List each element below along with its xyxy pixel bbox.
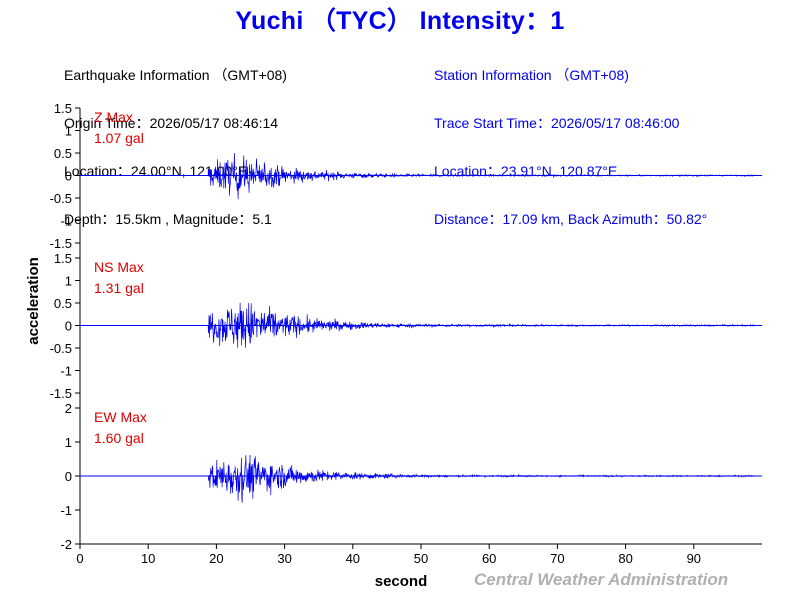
ew-y-tick-label: -1 [60, 503, 72, 518]
x-tick-label: 0 [76, 551, 83, 566]
ew-y-tick-label: 0 [65, 469, 72, 484]
x-tick-label: 10 [141, 551, 155, 566]
ns-y-tick-label: 0.5 [54, 296, 72, 311]
ew-y-tick-label: 2 [65, 401, 72, 416]
ew-max-label: EW Max [94, 409, 147, 425]
z-max-label: Z Max [94, 109, 133, 125]
ns-y-tick-label: -1.5 [50, 386, 72, 401]
earthquake-info: Earthquake Information （GMT+08) Origin T… [64, 35, 287, 243]
origin-time: Origin Time：2026/05/17 08:46:14 [64, 115, 279, 131]
x-tick-label: 60 [482, 551, 496, 566]
z-y-tick-label: -0.5 [50, 191, 72, 206]
z-y-tick-label: -1 [60, 214, 72, 229]
ns-max-value: 1.31 gal [94, 280, 144, 296]
z-y-tick-label: -1.5 [50, 236, 72, 251]
x-tick-label: 80 [618, 551, 632, 566]
x-tick-label: 20 [209, 551, 223, 566]
ns-y-tick-label: 0 [65, 319, 72, 334]
x-tick-label: 40 [346, 551, 360, 566]
z-y-tick-label: 1 [65, 124, 72, 139]
earthquake-info-heading: Earthquake Information （GMT+08) [64, 67, 287, 83]
y-axis-label: acceleration [25, 257, 42, 345]
z-y-tick-label: 0 [65, 169, 72, 184]
z-y-tick-label: 0.5 [54, 146, 72, 161]
distance-azimuth: Distance：17.09 km, Back Azimuth：50.82° [434, 211, 708, 227]
page-title: Yuchi （TYC） Intensity：1 [235, 7, 565, 35]
x-tick-label: 90 [687, 551, 701, 566]
ns-y-tick-label: 1 [65, 274, 72, 289]
ew-waveform [207, 454, 755, 503]
x-tick-label: 70 [550, 551, 564, 566]
credit-text: Central Weather Administration [474, 570, 729, 589]
ns-y-tick-label: -1 [60, 364, 72, 379]
z-waveform [207, 152, 755, 200]
x-axis-label: second [375, 573, 428, 590]
ns-waveform [207, 302, 756, 348]
station-info: Station Information （GMT+08) Trace Start… [434, 35, 707, 243]
ns-y-tick-label: -0.5 [50, 341, 72, 356]
x-tick-label: 30 [277, 551, 291, 566]
ew-y-tick-label: -2 [60, 537, 72, 552]
depth-magnitude: Depth：15.5km , Magnitude：5.1 [64, 211, 272, 227]
ns-y-tick-label: 1.5 [54, 251, 72, 266]
z-y-tick-label: 1.5 [54, 101, 72, 116]
x-tick-label: 50 [414, 551, 428, 566]
ew-y-tick-label: 1 [65, 435, 72, 450]
z-max-value: 1.07 gal [94, 130, 144, 146]
station-info-heading: Station Information （GMT+08) [434, 67, 629, 83]
ew-max-value: 1.60 gal [94, 430, 144, 446]
ns-max-label: NS Max [94, 259, 144, 275]
trace-start-time: Trace Start Time：2026/05/17 08:46:00 [434, 115, 680, 131]
